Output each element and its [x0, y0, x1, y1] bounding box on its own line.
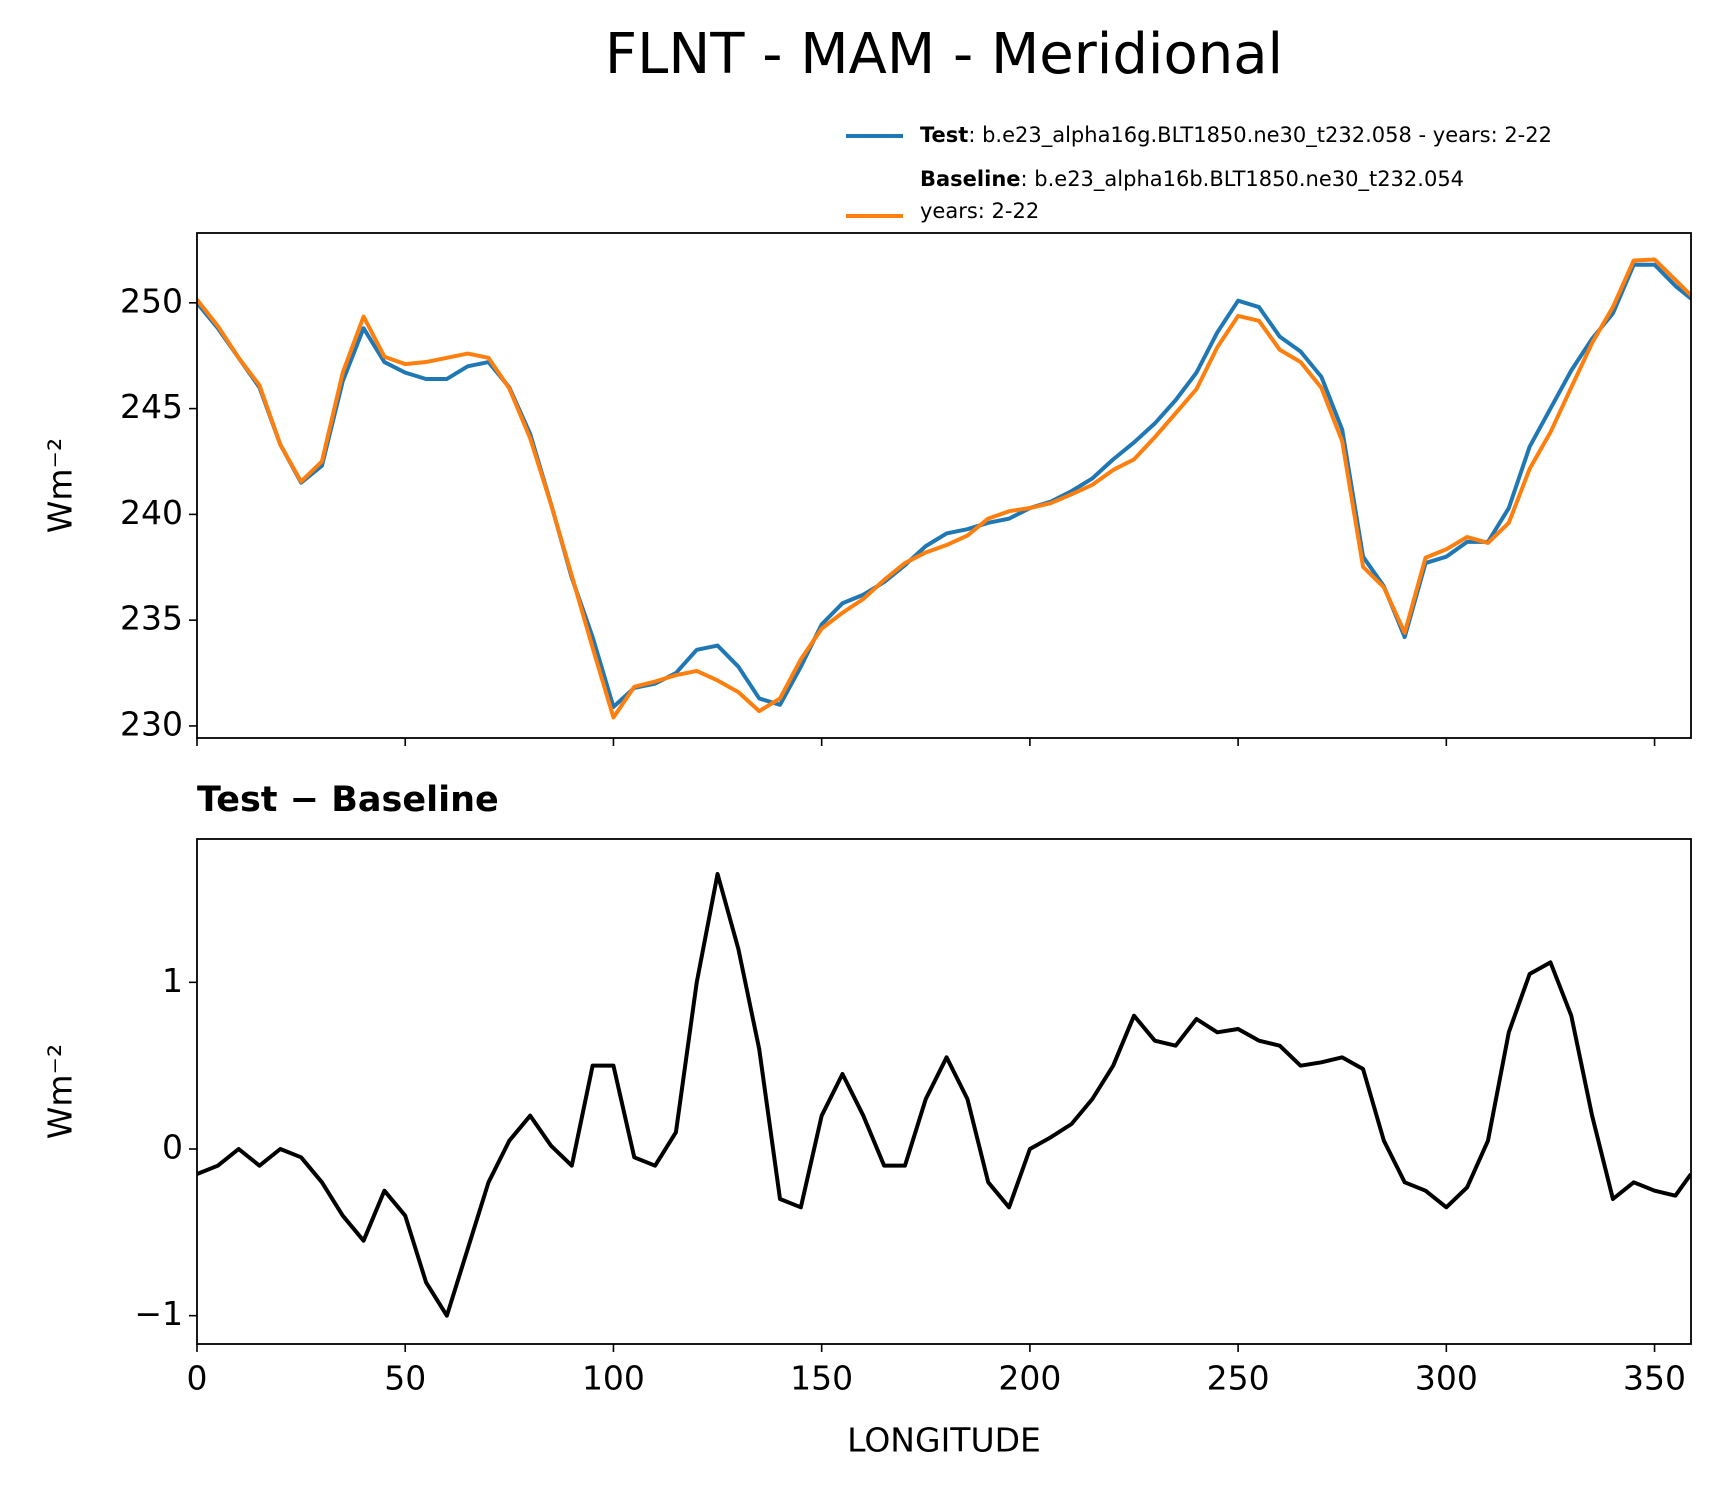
x-tick-label: 250	[1207, 1359, 1270, 1398]
figure-title: FLNT - MAM - Meridional	[605, 22, 1283, 87]
plot-frame	[196, 838, 1692, 1345]
y-tick-label: 0	[162, 1128, 183, 1167]
x-tick-label: 0	[187, 1359, 208, 1398]
subplot-title: Test − Baseline	[197, 780, 499, 820]
x-tick-label: 150	[790, 1359, 853, 1398]
x-tick-label: 200	[998, 1359, 1061, 1398]
y-tick-label: −1	[134, 1294, 183, 1333]
y-tick-label: 235	[120, 599, 183, 638]
plot-frame	[196, 232, 1692, 739]
x-tick-label: 50	[384, 1359, 426, 1398]
y-tick-label: 245	[120, 387, 183, 426]
y-tick-label: 230	[120, 704, 183, 743]
legend-text: : b.e23_alpha16g.BLT1850.ne30_t232.058 -…	[968, 123, 1552, 148]
data-line	[197, 257, 1691, 720]
legend-name: Test	[920, 123, 968, 147]
legend-entry: Test: b.e23_alpha16g.BLT1850.ne30_t232.0…	[920, 123, 1552, 148]
y-axis-label: Wm⁻²	[41, 438, 80, 533]
legend-text: years: 2-22	[920, 199, 1039, 223]
y-axis-label: Wm⁻²	[41, 1044, 80, 1139]
y-tick-label: 240	[120, 493, 183, 532]
legend-name: Baseline	[920, 167, 1021, 191]
legend-entry: Baseline: b.e23_alpha16b.BLT1850.ne30_t2…	[920, 167, 1464, 192]
y-tick-label: 250	[120, 281, 183, 320]
y-tick-label: 1	[162, 961, 183, 1000]
x-tick-label: 100	[582, 1359, 645, 1398]
legend-text: : b.e23_alpha16b.BLT1850.ne30_t232.054	[1021, 167, 1465, 192]
x-tick-label: 300	[1415, 1359, 1478, 1398]
data-line	[197, 872, 1691, 1318]
data-line	[197, 262, 1691, 709]
x-tick-label: 350	[1623, 1359, 1686, 1398]
x-axis-label: LONGITUDE	[847, 1421, 1041, 1460]
